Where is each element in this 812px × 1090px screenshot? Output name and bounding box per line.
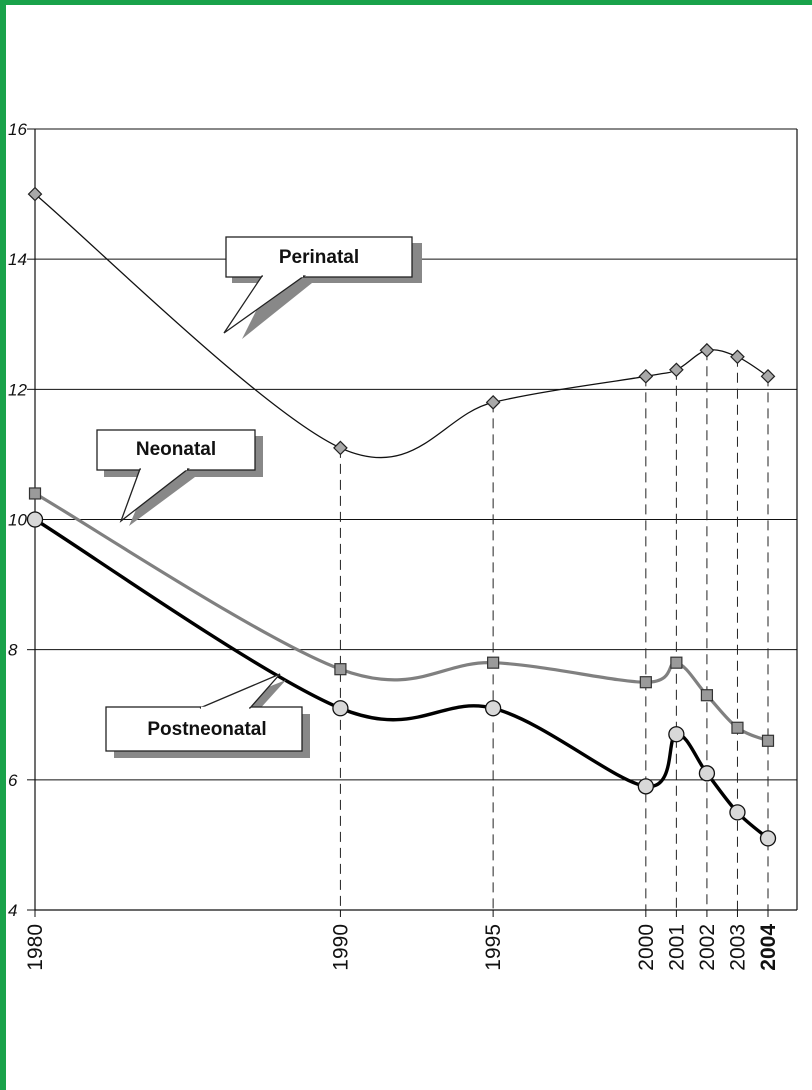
- x-tick-label-2000: 2000: [635, 924, 658, 971]
- perinatal-point-1995: [485, 395, 501, 410]
- perinatal-callout: Perinatal: [223, 236, 422, 339]
- y-tick-label: 10: [8, 511, 27, 530]
- perinatal-point-2001: [669, 362, 684, 378]
- y-tick-label: 16: [8, 120, 27, 139]
- year-drop-lines: [339, 350, 769, 910]
- postneonatal-point-2000: [637, 778, 654, 795]
- y-tick-label: 4: [8, 901, 17, 920]
- neonatal-callout: Neonatal: [96, 429, 263, 526]
- neonatal-point-2004: [761, 734, 775, 747]
- postneonatal-point-1995: [484, 700, 502, 717]
- neonatal-point-2003: [731, 721, 744, 734]
- postneonatal-point-1980: [26, 511, 44, 528]
- x-tick-label-1980: 1980: [24, 924, 47, 971]
- y-tick-label: 14: [8, 250, 27, 269]
- y-tick-label: 6: [8, 771, 18, 790]
- postneonatal-point-2003: [729, 804, 746, 821]
- x-tick-label-2004: 2004: [757, 924, 780, 971]
- neonatal-point-2001: [670, 656, 683, 669]
- perinatal-point-2000: [638, 368, 654, 384]
- postneonatal-point-1990: [332, 700, 349, 717]
- perinatal-point-2004: [760, 368, 776, 384]
- neonatal-point-1995: [487, 656, 500, 669]
- neonatal-point-2002: [700, 689, 714, 702]
- neonatal-point-1980: [28, 487, 42, 500]
- x-tick-label-2003: 2003: [726, 924, 749, 971]
- perinatal-point-1980: [27, 186, 43, 202]
- postneonatal-point-2002: [698, 765, 716, 782]
- neonatal-point-2000: [639, 676, 652, 689]
- series-line-neonatal: [34, 492, 769, 743]
- postneonatal-point-2001: [668, 726, 685, 743]
- neonatal-point-1990: [334, 663, 347, 676]
- postneonatal-label: Postneonatal: [147, 719, 266, 740]
- neonatal-label: Neonatal: [136, 439, 216, 460]
- x-tick-label-2002: 2002: [696, 924, 719, 971]
- y-tick-label: 8: [8, 641, 18, 660]
- perinatal-label: Perinatal: [279, 247, 359, 268]
- perinatal-point-1990: [333, 440, 348, 456]
- x-tick-label-1995: 1995: [482, 924, 505, 971]
- x-tick-label-2001: 2001: [665, 924, 688, 971]
- perinatal-point-2002: [699, 342, 715, 358]
- postneonatal-callout: Postneonatal: [105, 673, 310, 758]
- y-tick-label: 12: [8, 380, 27, 399]
- x-tick-labels: 1980 1990 1995 2000 2001 2002 2003 2004: [24, 924, 780, 971]
- postneonatal-point-2004: [759, 830, 777, 847]
- series-line-perinatal: [34, 193, 769, 459]
- perinatal-point-2003: [730, 349, 745, 365]
- series-markers: [26, 186, 777, 847]
- y-tick-labels: 4 6 8 10 12 14 16: [8, 120, 27, 920]
- x-tick-label-1990: 1990: [329, 924, 352, 971]
